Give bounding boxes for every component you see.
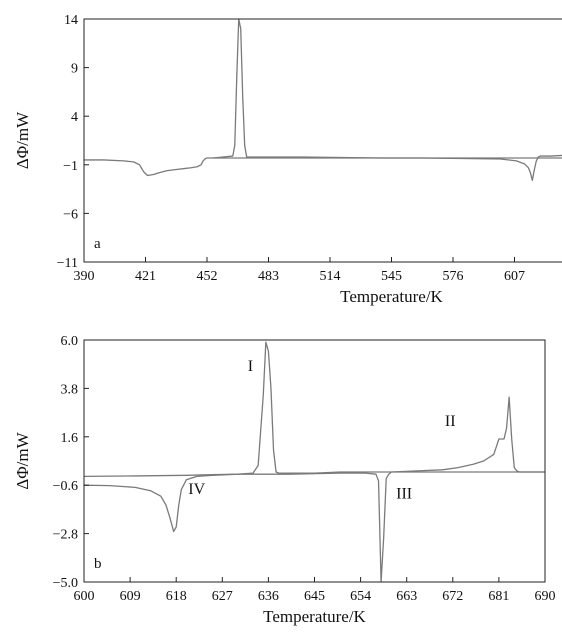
panel-b-x-tick-label: 681 — [488, 589, 509, 604]
panel-a-x-axis-label: Temperature/K — [340, 287, 443, 306]
panel-b-y-tick-label: 3.8 — [61, 382, 79, 397]
panel-b-peak-label: III — [396, 485, 412, 502]
panel-a-y-tick-label: 9 — [71, 62, 78, 77]
panel-b-peak-label: I — [248, 358, 253, 375]
panel-b-peak-label: IV — [188, 481, 205, 498]
panel-a-series-1-line — [84, 19, 562, 181]
panel-b-letter: b — [94, 556, 102, 572]
panel-b-y-tick-label: −5.0 — [53, 576, 78, 591]
panel-b-x-axis-label: Temperature/K — [263, 607, 366, 626]
panel-a-x-tick-label: 390 — [74, 269, 95, 284]
panel-b-x-tick-label: 627 — [212, 589, 233, 604]
panel-a-x-tick-label: 421 — [135, 269, 156, 284]
panel-a-y-axis-label: ΔΦ/mW — [13, 111, 32, 169]
panel-b-y-tick-label: 6.0 — [61, 334, 79, 349]
panel-b-y-tick-label: −0.6 — [53, 479, 78, 494]
panel-a-plot-frame — [83, 18, 562, 263]
panel-a-x-tick-label: 576 — [443, 269, 464, 284]
panel-b-series-1-line — [84, 471, 545, 582]
panel-a-x-tick-label: 452 — [197, 269, 218, 284]
panel-b-x-tick-label: 600 — [74, 589, 95, 604]
panel-a-x-tick-label: 514 — [320, 269, 341, 284]
panel-b-y-axis-label: ΔΦ/mW — [13, 431, 32, 489]
panel-b: 600 609 618 627 636 645 654 663 672 681 690 −5.0 −2.… — [13, 334, 556, 626]
panel-b-peak-label: II — [445, 413, 456, 430]
panel-a-y-tick-label: −6 — [63, 207, 78, 222]
panel-a-y-tick-label: 14 — [64, 13, 78, 28]
panel-b-x-tick-label: 672 — [442, 589, 463, 604]
panel-b-x-tick-label: 663 — [396, 589, 417, 604]
panel-b-x-tick-label: 645 — [304, 589, 325, 604]
panel-a-y-tick-label: −1 — [63, 159, 78, 174]
panel-b-series-2-line — [84, 341, 545, 478]
panel-b-x-tick-label: 609 — [120, 589, 141, 604]
panel-b-x-tick-label: 636 — [258, 589, 279, 604]
panel-a-letter: a — [94, 236, 101, 252]
panel-b-x-tick-label: 690 — [535, 589, 556, 604]
panel-b-plot-frame — [83, 339, 546, 583]
panel-b-y-tick-label: 1.6 — [61, 431, 79, 446]
panel-b-x-tick-label: 618 — [166, 589, 187, 604]
panel-a-x-tick-label: 545 — [381, 269, 402, 284]
panel-a-x-tick-label: 483 — [258, 269, 279, 284]
panel-a-series-2-line — [212, 157, 562, 159]
panel-a-x-tick-label: 607 — [504, 269, 525, 284]
panel-a: 390421452483514545576607638669700−11−6−1… — [13, 13, 562, 306]
panel-a-y-tick-label: 4 — [71, 110, 78, 125]
panel-a-y-tick-label: −11 — [57, 256, 78, 271]
panel-b-y-tick-label: −2.8 — [53, 528, 78, 543]
panel-b-x-tick-label: 654 — [350, 589, 371, 604]
